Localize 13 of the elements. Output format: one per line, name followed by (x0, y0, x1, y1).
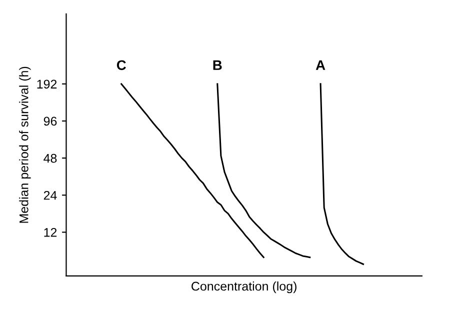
line-series (120, 83, 264, 258)
line-series (216, 83, 311, 258)
series-label: C (116, 60, 126, 70)
y-tick-label: 48 (44, 154, 57, 163)
y-tick-label: 192 (37, 80, 57, 89)
x-axis-title: Concentration (log) (192, 281, 296, 294)
line-series (320, 83, 364, 265)
series-label: B (213, 60, 222, 70)
y-axis-title: Median period of survival (h) (19, 66, 31, 223)
y-tick-label: 24 (44, 190, 57, 200)
series-label: A (316, 60, 326, 70)
y-tick-label: 96 (44, 116, 57, 126)
y-tick-label: 12 (44, 228, 57, 237)
